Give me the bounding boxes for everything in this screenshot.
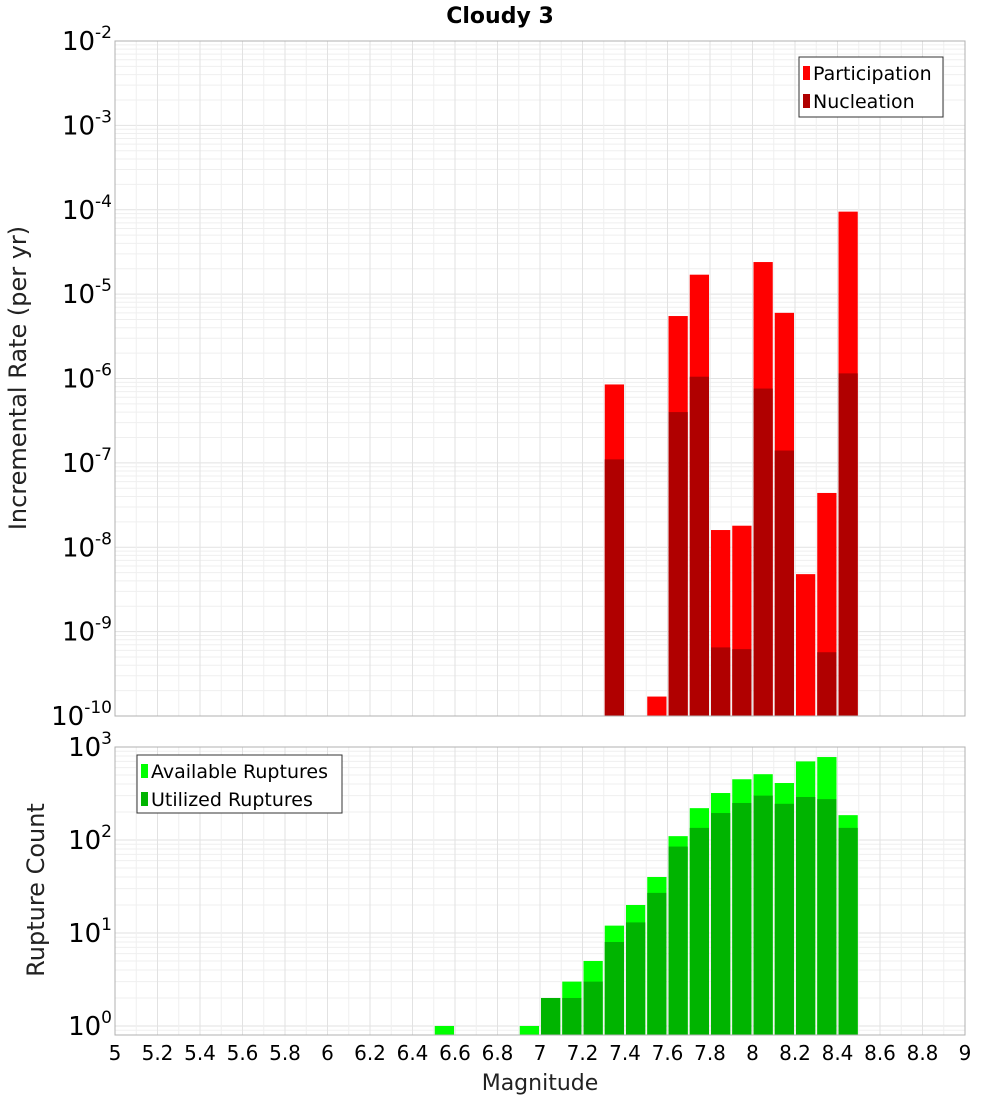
- x-tick-label: 8.6: [864, 1041, 896, 1065]
- nucleation-bar: [689, 376, 709, 716]
- legend-label: Participation: [813, 63, 932, 85]
- x-tick-label: 6.8: [482, 1041, 514, 1065]
- y-tick-label: 101: [68, 915, 112, 949]
- utilized-bar: [562, 997, 582, 1035]
- x-tick-label: 6.6: [439, 1041, 471, 1065]
- y-tick-label: 10-10: [51, 698, 112, 732]
- bottom-y-axis-label: Rupture Count: [22, 803, 50, 977]
- utilized-bar: [626, 922, 646, 1035]
- utilized-bar: [817, 799, 837, 1035]
- nucleation-bar: [668, 412, 688, 716]
- x-tick-label: 7.8: [694, 1041, 726, 1065]
- utilized-bar: [647, 892, 667, 1035]
- x-tick-label: 9: [959, 1041, 972, 1065]
- x-tick-label: 6.2: [354, 1041, 386, 1065]
- legend-label: Nucleation: [813, 91, 915, 113]
- x-tick-label: 7: [534, 1041, 547, 1065]
- participation-bar: [647, 696, 667, 716]
- nucleation-bar: [817, 652, 837, 716]
- x-tick-label: 8.8: [907, 1041, 939, 1065]
- utilized-bar: [689, 827, 709, 1035]
- top-y-axis-label: Incremental Rate (per yr): [4, 226, 32, 530]
- y-tick-label: 10-3: [62, 107, 112, 141]
- utilized-bar: [604, 942, 624, 1035]
- x-tick-label: 7.2: [567, 1041, 599, 1065]
- nucleation-bar: [753, 388, 773, 716]
- y-tick-label: 100: [68, 1008, 112, 1042]
- x-tick-label: 5.2: [142, 1041, 174, 1065]
- rate-plot: 10-2 10-3 10-4 10-5 10-6 10-7 10-8 10-9 10-10 Par…: [51, 23, 966, 732]
- x-axis-label: Magnitude: [482, 1071, 599, 1096]
- x-tick-label: 7.4: [609, 1041, 641, 1065]
- utilized-bar: [732, 802, 752, 1035]
- utilized-bar: [796, 796, 816, 1035]
- nucleation-bar: [838, 373, 858, 716]
- nucleation-bar: [774, 450, 794, 716]
- legend-swatch: [141, 792, 148, 806]
- legend-swatch: [803, 94, 810, 108]
- x-tick-label: 5.6: [227, 1041, 259, 1065]
- x-tick-label: 8: [746, 1041, 759, 1065]
- y-tick-label: 10-8: [62, 529, 112, 563]
- utilized-bar: [583, 981, 603, 1035]
- x-tick-label: 6.4: [397, 1041, 429, 1065]
- x-tick-label: 8.4: [822, 1041, 854, 1065]
- x-tick-label: 6: [321, 1041, 334, 1065]
- available-bar: [519, 1025, 539, 1035]
- y-tick-label: 10-4: [62, 192, 112, 226]
- participation-bar: [796, 574, 816, 716]
- available-bar: [434, 1025, 454, 1035]
- count-plot: 103 102 101 100 Available Ruptures Utilized R…: [68, 729, 966, 1042]
- legend-box: [136, 754, 343, 814]
- y-tick-label: 10-6: [62, 361, 112, 395]
- x-tick-label: 5.4: [184, 1041, 216, 1065]
- utilized-bar: [838, 827, 858, 1035]
- y-tick-label: 10-5: [62, 276, 112, 310]
- utilized-bar: [753, 795, 773, 1035]
- plot-frame: [114, 746, 966, 1036]
- y-tick-label: 103: [68, 729, 112, 763]
- nucleation-bar: [711, 647, 731, 716]
- plot-frame: [114, 40, 966, 717]
- legend-box: [798, 56, 944, 118]
- nucleation-bar: [732, 649, 752, 716]
- y-tick-label: 102: [68, 822, 112, 856]
- legend-label: Available Ruptures: [151, 761, 328, 783]
- utilized-bar: [541, 997, 561, 1035]
- utilized-bar: [668, 846, 688, 1035]
- x-tick-label: 5: [109, 1041, 122, 1065]
- legend-swatch: [803, 66, 810, 80]
- y-tick-label: 10-7: [62, 445, 112, 479]
- x-tick-label: 5.8: [269, 1041, 301, 1065]
- utilized-bar: [711, 813, 731, 1035]
- legend-swatch: [141, 764, 148, 778]
- nucleation-bar: [604, 459, 624, 716]
- legend-label: Utilized Ruptures: [151, 789, 313, 811]
- x-tick-label: 8.2: [779, 1041, 811, 1065]
- utilized-bar: [774, 803, 794, 1035]
- chart-title: Cloudy 3: [446, 4, 554, 29]
- y-tick-label: 10-9: [62, 614, 112, 648]
- y-tick-label: 10-2: [62, 23, 112, 57]
- x-tick-label: 7.6: [652, 1041, 684, 1065]
